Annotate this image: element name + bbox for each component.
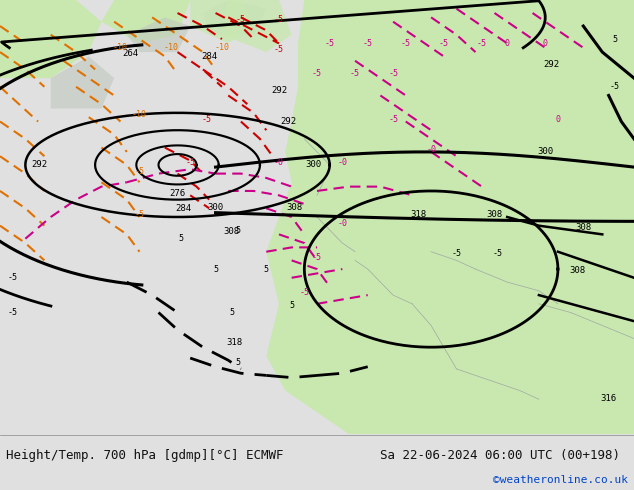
- Text: -5: -5: [134, 210, 145, 219]
- Text: -5: -5: [477, 39, 487, 48]
- Text: -5: -5: [401, 39, 411, 48]
- Polygon shape: [0, 0, 101, 78]
- Text: 0: 0: [505, 39, 510, 48]
- Text: -5: -5: [185, 158, 195, 167]
- Polygon shape: [51, 56, 114, 108]
- Text: 308: 308: [287, 203, 303, 213]
- Text: 318: 318: [410, 210, 427, 219]
- Text: 0: 0: [555, 115, 560, 123]
- Text: -5: -5: [363, 39, 373, 48]
- Text: 264: 264: [122, 49, 138, 58]
- Text: -0: -0: [426, 145, 436, 154]
- Text: 5: 5: [235, 225, 240, 235]
- Text: -5: -5: [325, 39, 335, 48]
- Text: 292: 292: [280, 117, 297, 126]
- Text: 5: 5: [178, 234, 183, 243]
- Text: 5: 5: [229, 308, 234, 317]
- Text: -10: -10: [164, 43, 179, 52]
- Text: -5: -5: [274, 45, 284, 54]
- Text: -5: -5: [274, 15, 284, 24]
- Text: 284: 284: [201, 51, 217, 61]
- Text: 300: 300: [306, 160, 322, 169]
- Text: 292: 292: [271, 86, 287, 96]
- Text: 5: 5: [264, 265, 269, 273]
- Text: -5: -5: [299, 288, 309, 297]
- Text: 5: 5: [612, 35, 618, 44]
- Text: 284: 284: [176, 204, 192, 213]
- Text: -10: -10: [214, 43, 230, 52]
- Text: Sa 22-06-2024 06:00 UTC (00+198): Sa 22-06-2024 06:00 UTC (00+198): [380, 449, 621, 462]
- Text: 300: 300: [207, 203, 224, 213]
- Text: -5: -5: [8, 273, 18, 282]
- Text: 292: 292: [32, 160, 48, 170]
- Text: 5: 5: [213, 265, 218, 273]
- Polygon shape: [190, 0, 254, 44]
- Text: -5: -5: [388, 69, 398, 78]
- Text: -5: -5: [8, 308, 18, 317]
- Text: 292: 292: [543, 60, 560, 69]
- Text: -5: -5: [451, 249, 462, 258]
- Text: -5: -5: [312, 253, 322, 263]
- Text: -5: -5: [201, 115, 211, 123]
- Text: 276: 276: [169, 189, 186, 198]
- Text: -10: -10: [113, 43, 128, 52]
- Text: -10: -10: [132, 110, 147, 119]
- Text: 308: 308: [486, 210, 503, 219]
- Text: 308: 308: [223, 227, 240, 236]
- Text: -0: -0: [337, 158, 347, 167]
- Text: -5: -5: [236, 15, 246, 24]
- Text: 308: 308: [569, 267, 585, 275]
- Polygon shape: [222, 0, 292, 52]
- Text: 318: 318: [226, 338, 243, 347]
- Text: 5: 5: [289, 301, 294, 311]
- Text: -5: -5: [439, 39, 449, 48]
- Text: Height/Temp. 700 hPa [gdmp][°C] ECMWF: Height/Temp. 700 hPa [gdmp][°C] ECMWF: [6, 449, 284, 462]
- Text: -5: -5: [134, 167, 145, 175]
- Text: -5: -5: [312, 69, 322, 78]
- Text: 300: 300: [537, 147, 553, 156]
- Text: -5: -5: [493, 249, 503, 258]
- Polygon shape: [266, 0, 634, 434]
- Text: 5: 5: [235, 358, 240, 367]
- Text: -5: -5: [388, 115, 398, 123]
- Text: ©weatheronline.co.uk: ©weatheronline.co.uk: [493, 475, 628, 485]
- Text: -5: -5: [610, 82, 620, 91]
- Polygon shape: [101, 0, 190, 44]
- Text: 0: 0: [543, 39, 548, 48]
- Text: 316: 316: [600, 394, 617, 403]
- Text: -5: -5: [350, 69, 360, 78]
- Text: 308: 308: [575, 223, 592, 232]
- Text: -0: -0: [337, 219, 347, 228]
- Polygon shape: [203, 0, 266, 35]
- Polygon shape: [127, 17, 190, 52]
- Text: -0: -0: [274, 158, 284, 167]
